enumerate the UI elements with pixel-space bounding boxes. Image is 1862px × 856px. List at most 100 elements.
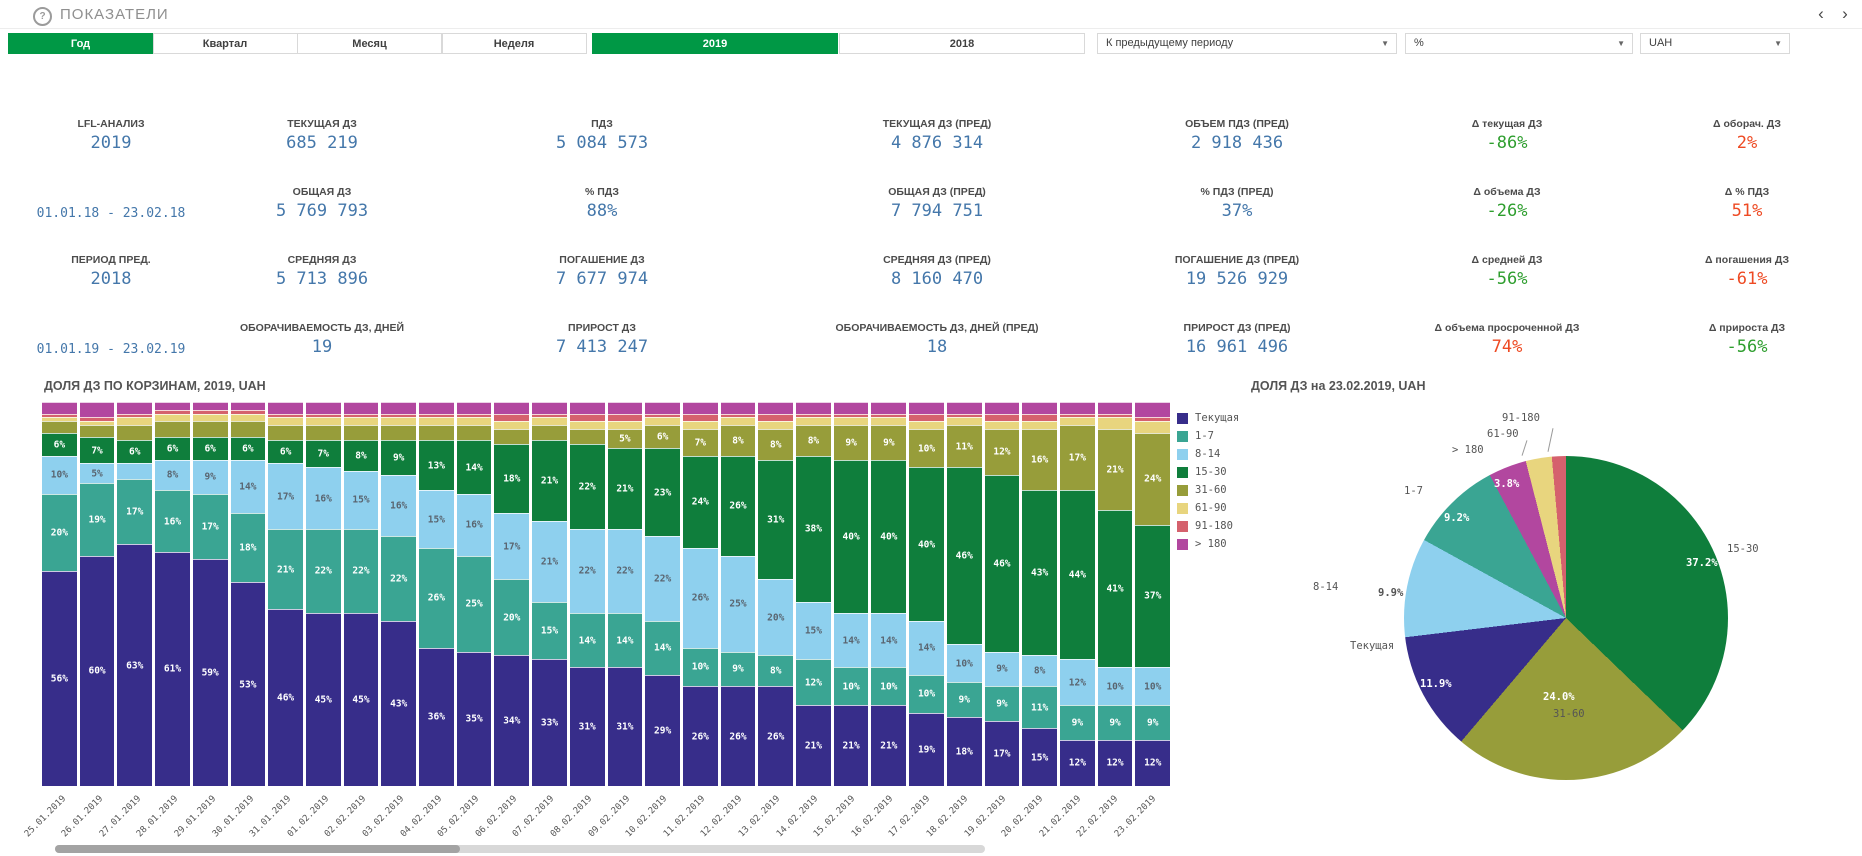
bar-segment-91-180[interactable] xyxy=(305,413,341,418)
prev-sheet-arrow-icon[interactable]: ‹ xyxy=(1818,4,1824,23)
bar-30.01.2019[interactable]: 53% 18% 14% 6% xyxy=(230,402,266,786)
bar-segment-31-60[interactable]: 9% xyxy=(871,425,907,460)
legend-item-15-30[interactable]: 15-30 xyxy=(1177,466,1239,478)
bar-segment-31-60[interactable]: 7% xyxy=(682,428,718,456)
bar-segment-15-30[interactable]: 21% xyxy=(607,448,643,529)
bar-segment-8-14[interactable]: 22% xyxy=(569,528,605,614)
bar-segment-31-60[interactable]: 17% xyxy=(1059,425,1095,491)
bar-segment-15-30[interactable]: 46% xyxy=(984,475,1020,652)
bar-segment-> 180[interactable] xyxy=(682,402,718,414)
help-icon[interactable]: ? xyxy=(33,7,52,26)
bar-segment-> 180[interactable] xyxy=(1059,402,1095,414)
bar-segment-8-14[interactable]: 10% xyxy=(946,643,982,683)
bar-segment-31-60[interactable] xyxy=(192,421,228,437)
bar-segment-61-90[interactable] xyxy=(419,417,454,426)
bar-segment-31-60[interactable]: 6% xyxy=(645,425,680,449)
bar-segment-31-60[interactable] xyxy=(117,425,153,441)
bar-segment-61-90[interactable] xyxy=(1022,421,1057,429)
bar-segment-1-7[interactable]: 20% xyxy=(494,578,530,656)
bar-segment-Текущая[interactable]: 33% xyxy=(532,659,567,786)
period-button-4[interactable]: Неделя xyxy=(441,33,587,54)
bar-segment-> 180[interactable] xyxy=(343,402,379,414)
bar-segment-8-14[interactable]: 16% xyxy=(456,494,492,556)
bar-segment-31-60[interactable]: 21% xyxy=(1097,428,1133,510)
bar-segment-61-90[interactable] xyxy=(569,421,605,429)
bar-segment-> 180[interactable] xyxy=(720,402,756,414)
bar-22.02.2019[interactable]: 12% 9% 10% 41% 21% xyxy=(1097,402,1133,786)
pie-chart[interactable] xyxy=(1404,456,1728,780)
bar-segment-Текущая[interactable]: 21% xyxy=(796,705,831,786)
bar-segment-8-14[interactable]: 9% xyxy=(984,651,1020,687)
bar-segment-15-30[interactable]: 26% xyxy=(720,455,756,556)
bar-28.01.2019[interactable]: 61% 16% 8% 6% xyxy=(155,402,190,786)
bar-segment-15-30[interactable]: 6% xyxy=(230,436,266,460)
currency-dropdown[interactable]: UAH ▼ xyxy=(1640,33,1790,54)
bar-segment-> 180[interactable] xyxy=(381,402,417,414)
bar-segment-61-90[interactable] xyxy=(192,413,228,422)
bar-segment-1-7[interactable]: 26% xyxy=(419,547,454,648)
bar-segment-61-90[interactable] xyxy=(984,421,1020,429)
bar-segment-1-7[interactable]: 14% xyxy=(569,613,605,667)
bar-segment-91-180[interactable] xyxy=(569,413,605,422)
bar-segment-Текущая[interactable]: 19% xyxy=(909,713,944,786)
bar-segment-31-60[interactable] xyxy=(230,421,266,437)
bar-segment-31-60[interactable]: 24% xyxy=(1135,432,1171,525)
bar-segment-Текущая[interactable]: 26% xyxy=(720,686,756,786)
bar-segment-61-90[interactable] xyxy=(758,421,794,429)
bar-segment-> 180[interactable] xyxy=(42,402,77,414)
bar-segment-15-30[interactable]: 31% xyxy=(758,459,794,579)
bar-03.02.2019[interactable]: 43% 22% 16% 9% xyxy=(381,402,417,786)
bar-27.01.2019[interactable]: 63% 17% 6% xyxy=(117,402,153,786)
bar-segment-> 180[interactable] xyxy=(871,402,907,414)
bar-segment-Текущая[interactable]: 18% xyxy=(946,716,982,786)
bar-segment-> 180[interactable] xyxy=(833,402,869,414)
bar-segment-15-30[interactable]: 8% xyxy=(343,440,379,472)
year-button-2[interactable]: 2018 xyxy=(839,33,1085,54)
bar-segment-Текущая[interactable]: 15% xyxy=(1022,728,1057,786)
bar-segment-15-30[interactable]: 6% xyxy=(117,440,153,464)
bar-segment-61-90[interactable] xyxy=(720,417,756,426)
bar-segment-8-14[interactable]: 26% xyxy=(682,547,718,648)
bar-segment-8-14[interactable]: 15% xyxy=(419,490,454,548)
bar-segment-91-180[interactable] xyxy=(1059,413,1095,418)
bar-segment-91-180[interactable] xyxy=(381,413,417,418)
bar-segment-Текущая[interactable]: 12% xyxy=(1135,739,1171,786)
bar-segment-91-180[interactable] xyxy=(419,413,454,418)
bar-15.02.2019[interactable]: 21% 10% 14% 40% 9% xyxy=(833,402,869,786)
bar-segment-1-7[interactable]: 21% xyxy=(268,528,303,610)
bar-segment-1-7[interactable]: 10% xyxy=(833,666,869,706)
bar-segment-15-30[interactable]: 9% xyxy=(381,440,417,475)
bar-14.02.2019[interactable]: 21% 12% 15% 38% 8% xyxy=(796,402,831,786)
bar-segment-8-14[interactable]: 15% xyxy=(796,601,831,660)
bar-segment-31-60[interactable]: 11% xyxy=(946,425,982,468)
bar-segment-91-180[interactable] xyxy=(42,413,77,418)
bar-13.02.2019[interactable]: 26% 8% 20% 31% 8% xyxy=(758,402,794,786)
bar-segment-15-30[interactable]: 7% xyxy=(305,440,341,468)
bar-segment-8-14[interactable]: 14% xyxy=(871,613,907,667)
bar-segment-91-180[interactable] xyxy=(796,413,831,418)
bar-segment-1-7[interactable]: 22% xyxy=(381,536,417,621)
bar-segment-15-30[interactable]: 44% xyxy=(1059,490,1095,660)
bar-segment-15-30[interactable]: 38% xyxy=(796,455,831,602)
bar-segment-31-60[interactable]: 8% xyxy=(720,425,756,456)
bar-segment-61-90[interactable] xyxy=(796,417,831,426)
bar-segment-91-180[interactable] xyxy=(833,413,869,418)
bar-segment-1-7[interactable]: 17% xyxy=(192,494,228,560)
bar-segment-> 180[interactable] xyxy=(155,402,190,410)
bar-segment-Текущая[interactable]: 61% xyxy=(155,551,190,786)
bar-segment-Текущая[interactable]: 29% xyxy=(645,674,680,786)
bar-segment-1-7[interactable]: 25% xyxy=(456,555,492,652)
bar-segment-1-7[interactable]: 10% xyxy=(682,647,718,687)
bar-segment-61-90[interactable] xyxy=(607,421,643,429)
bar-02.02.2019[interactable]: 45% 22% 15% 8% xyxy=(343,402,379,786)
bar-segment-15-30[interactable]: 40% xyxy=(909,467,944,621)
legend-item-61-90[interactable]: 61-90 xyxy=(1177,502,1239,514)
bar-segment-91-180[interactable] xyxy=(192,409,228,414)
compare-period-dropdown[interactable]: К предыдущему периоду ▼ xyxy=(1097,33,1397,54)
bar-segment-Текущая[interactable]: 59% xyxy=(192,559,228,786)
bar-segment-8-14[interactable] xyxy=(117,463,153,479)
bar-segment-91-180[interactable] xyxy=(1097,413,1133,418)
bar-segment-1-7[interactable]: 15% xyxy=(532,601,567,660)
bar-12.02.2019[interactable]: 26% 9% 25% 26% 8% xyxy=(720,402,756,786)
bar-segment-61-90[interactable] xyxy=(909,421,944,429)
